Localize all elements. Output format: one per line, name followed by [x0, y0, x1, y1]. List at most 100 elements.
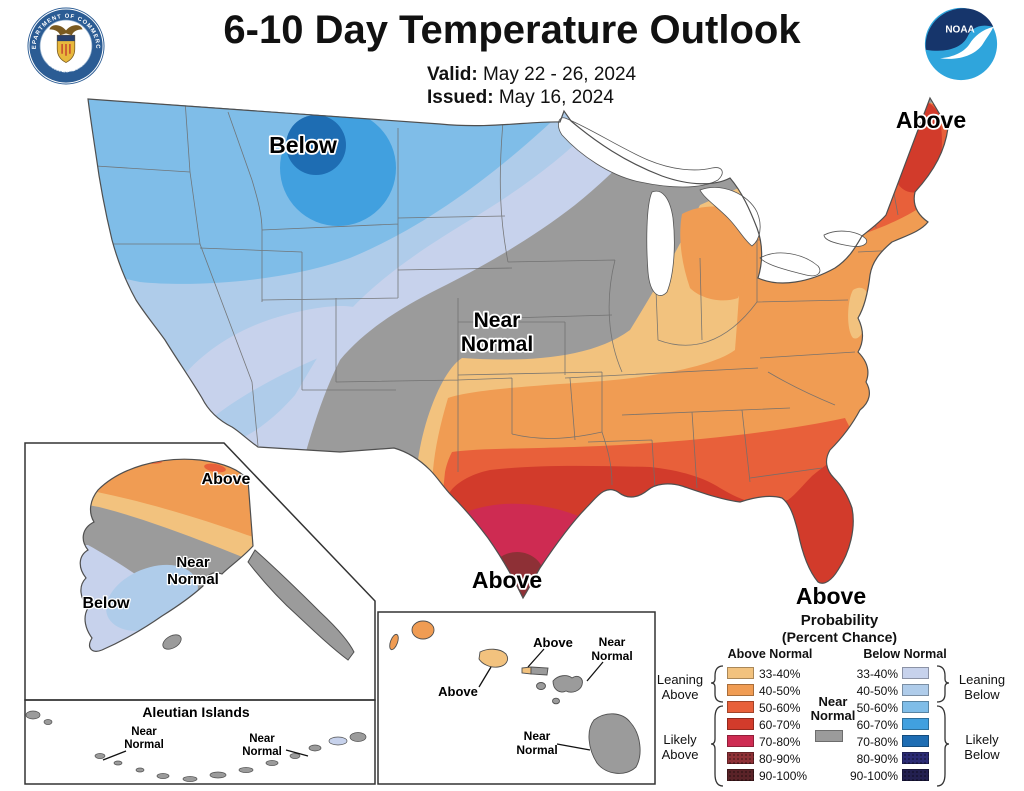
- range-above-80-90: 80-90%: [759, 752, 801, 766]
- pointer-near-west: [102, 750, 127, 761]
- range-below-90-100: 90-100%: [849, 769, 898, 783]
- conus-label-above-florida: Above: [796, 583, 866, 609]
- alaska-label-below: Below: [82, 595, 130, 612]
- seal-eagle-icon: [49, 25, 83, 36]
- aleutian-islet: [209, 771, 227, 779]
- aleutian-islet: [265, 760, 279, 766]
- swatch-below-33-40: [902, 667, 929, 679]
- alaska-outline: [79, 458, 254, 652]
- valid-label: Valid:: [427, 64, 478, 85]
- island-niihau: [389, 633, 399, 651]
- conus-label-above-south: Above: [472, 567, 542, 593]
- island-maui: [552, 675, 583, 693]
- alaska-label-near-2: Normal: [167, 571, 219, 588]
- range-below-80-90: 80-90%: [856, 752, 898, 766]
- aleutian-islet: [289, 753, 301, 759]
- legend-above-header: Above Normal: [727, 647, 813, 661]
- pointer-near-big-island: [556, 743, 591, 751]
- pointer-near-east: [285, 749, 309, 757]
- range-below-40-50: 40-50%: [856, 684, 898, 698]
- hawaii-islands: [389, 620, 641, 774]
- legend-near-normal-label: Near Normal: [801, 695, 865, 723]
- alaska-label-near-1: Near: [176, 554, 210, 571]
- aleutian-label-near-west-2: Normal: [124, 739, 164, 751]
- swatch-below-60-70: [902, 718, 929, 730]
- conus-label-near-2: Normal: [461, 333, 533, 356]
- noaa-text: NOAA: [945, 25, 974, 36]
- noaa-seagull-icon: [940, 26, 994, 59]
- range-above-70-80: 70-80%: [759, 735, 801, 749]
- swatch-above-90-100: [727, 769, 754, 781]
- lake-michigan: [646, 190, 675, 296]
- lake-erie: [759, 252, 821, 277]
- page-title: 6-10 Day Temperature Outlook: [223, 8, 801, 52]
- range-above-60-70: 60-70%: [759, 718, 801, 732]
- hawaii-label-near-big-2: Normal: [516, 743, 557, 757]
- lake-superior: [558, 117, 723, 188]
- aleutian-islet: [25, 710, 41, 720]
- brace-leaning-above: [710, 665, 724, 703]
- swatch-above-33-40: [727, 667, 754, 679]
- hawaii-inset-box: [377, 611, 656, 785]
- legend-title: Probability: [800, 612, 879, 629]
- legend-below-header: Below Normal: [863, 647, 947, 661]
- island-molokai-west: [521, 666, 532, 675]
- aleutian-islet: [113, 760, 123, 766]
- hawaii-label-above-oahu: Above: [438, 684, 478, 699]
- pointer-above-oahu: [478, 666, 492, 688]
- state-borders: [95, 99, 901, 489]
- hawaii-label-near-maui-1: Near: [599, 635, 626, 649]
- legend: Probability (Percent Chance) Above Norma…: [655, 612, 1024, 791]
- issued-value: May 16, 2024: [498, 87, 614, 108]
- pointer-above-molokai: [527, 648, 545, 668]
- swatch-above-80-90: [727, 752, 754, 764]
- label-likely-below: Likely Below: [964, 732, 1000, 762]
- island-kahoolawe: [552, 697, 560, 705]
- aleutian-inset-box: [24, 699, 376, 785]
- brace-likely-below: [936, 705, 950, 787]
- swatch-below-80-90: [902, 752, 929, 764]
- aleutian-label-near-east-2: Normal: [242, 746, 282, 758]
- range-below-50-60: 50-60%: [856, 701, 898, 715]
- brace-likely-above: [710, 705, 724, 787]
- aleutian-label-near-east-1: Near: [249, 733, 275, 745]
- kodiak-island: [162, 634, 182, 650]
- label-leaning-below: Leaning Below: [958, 672, 1006, 702]
- range-below-60-70: 60-70%: [856, 718, 898, 732]
- conus-label-below: Below: [269, 132, 337, 158]
- range-above-90-100: 90-100%: [759, 769, 808, 783]
- lake-ontario: [823, 230, 868, 247]
- hawaii-label-above-molokai: Above: [533, 635, 573, 650]
- island-molokai: [530, 666, 549, 676]
- aleutian-title: Aleutian Islands: [142, 704, 250, 720]
- legend-left-braces: [710, 665, 724, 787]
- aleutian-label-near-west-1: Near: [131, 726, 157, 738]
- island-lanai: [536, 682, 546, 690]
- band-below-70-80: [286, 115, 346, 175]
- swatch-above-40-50: [727, 684, 754, 696]
- legend-right-braces: [936, 665, 950, 787]
- aleutian-islet: [349, 732, 367, 742]
- label-leaning-above: Leaning Above: [656, 672, 704, 702]
- swatch-above-60-70: [727, 718, 754, 730]
- great-lakes: [558, 117, 868, 296]
- island-hawaii-big: [588, 713, 641, 774]
- swatch-below-70-80: [902, 735, 929, 747]
- aleutian-islet: [43, 719, 53, 725]
- pointer-near-maui: [586, 661, 604, 682]
- swatch-below-50-60: [902, 701, 929, 713]
- range-below-33-40: 33-40%: [856, 667, 898, 681]
- seal-shield-stripes: [61, 44, 71, 56]
- aleutian-islands: [25, 710, 367, 782]
- aleutian-islet: [94, 753, 106, 759]
- aleutian-islet: [308, 744, 322, 752]
- hawaii-label-near-maui-2: Normal: [591, 649, 632, 663]
- conus-label-near-1: Near: [474, 309, 521, 332]
- noaa-dark-wedge: [925, 8, 994, 51]
- range-above-40-50: 40-50%: [759, 684, 801, 698]
- aleutian-islet: [156, 773, 170, 779]
- alaska-panhandle: [247, 549, 355, 661]
- band-above-40-50-michigan: [680, 206, 747, 301]
- band-below-33-40-tongue: [164, 306, 369, 432]
